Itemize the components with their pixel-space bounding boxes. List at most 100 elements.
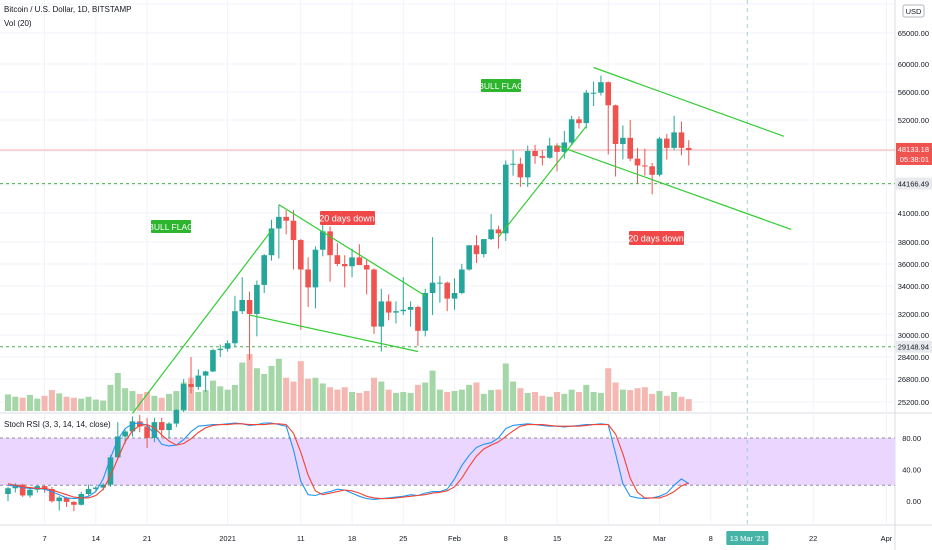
candle-body [451,293,458,299]
volume-bar [275,358,282,411]
volume-bar [451,391,458,411]
volume-bar [641,387,648,411]
candle-body [71,501,77,505]
volume-bar [444,392,451,411]
rsi-band-lines [0,437,895,486]
trendline-flagpole-2 [497,125,587,238]
annotation-bull-flag-1[interactable]: BULL FLAG [148,220,194,233]
price-tick-label: 28400.00 [898,353,929,362]
candle-body [195,375,202,387]
candle-body [473,245,480,255]
candle-body [627,137,633,159]
volume-bar [327,387,334,411]
volume-bar [480,393,487,411]
candle-body [466,245,472,270]
candle-body [510,163,516,165]
candle-body [217,348,224,351]
volume-bar [634,388,641,411]
candle-body [283,216,289,221]
candle-body [612,105,619,145]
candle-body [444,282,450,299]
candle-body [312,249,319,288]
volume-bar [590,392,597,411]
rsi-title[interactable]: Stoch RSI (3, 3, 14, 14, close) [4,420,111,429]
volume-bar [319,383,326,411]
volume-bar [422,382,429,411]
currency-button[interactable]: USD [902,4,925,18]
candle-body [144,426,150,438]
price-tick-label: 65000.00 [898,29,929,38]
volume-bar [246,354,253,411]
annotation-text: BULL FLAG [148,222,194,232]
candle-body [634,158,641,166]
volume-bar [70,397,77,411]
candle-body [224,343,231,349]
volume-bar [568,389,575,411]
symbol-title[interactable]: Bitcoin / U.S. Dollar, 1D, BITSTAMP [4,5,131,14]
volume-bar [649,393,656,411]
volume-bar [283,377,290,411]
time-tick-label: 8 [709,534,713,543]
level-price-box [896,177,932,190]
candle-body [576,119,582,124]
annotation-bull-flag-2[interactable]: BULL FLAG [478,79,524,92]
volume-bar [151,395,158,411]
candle-body [590,92,597,94]
volume-bar [34,398,41,411]
rsi-axis[interactable]: 0.00 40.00 80.00 [902,434,921,506]
candle-body [495,229,502,234]
annotation-20-days-down-2[interactable]: 20 days down [628,231,684,245]
time-tick-label: 11 [297,534,305,543]
volume-bar [495,389,502,411]
volume-bar [436,389,443,411]
candle-body [136,421,143,427]
candle-body [568,119,575,143]
candle-body [56,497,63,502]
candle-body [363,265,370,270]
time-tick-label: Feb [448,534,461,543]
candle-body [298,240,304,270]
volume-bar [612,382,619,411]
time-tick-label: 18 [348,534,356,543]
volume-bar [195,392,202,411]
candle-body [93,487,99,489]
volume-bar [356,392,363,411]
candle-body [232,311,238,344]
annotation-20-days-down-1[interactable]: 20 days down [319,211,375,225]
crosshair-date-box [726,531,769,545]
candle-body [678,132,685,148]
volume-bar [392,392,399,411]
candle-body [327,231,333,256]
candle-body [400,309,407,312]
trendlines[interactable] [131,66,792,414]
volume-bar [678,396,685,411]
time-tick-label: 2021 [219,534,236,543]
volume-bar [166,393,173,411]
candle-body [239,300,246,312]
candle-body [180,384,187,410]
volume-bar [297,361,304,411]
candle-body [415,307,421,331]
volume-bar [63,396,70,411]
volume-bar [466,384,473,411]
current-price-label: 48133.18 [898,145,929,154]
volume-bar [231,384,238,411]
volume-bar [502,363,509,411]
candle-body [517,163,524,178]
volume-bar [224,389,231,411]
candle-body [188,384,194,387]
volume-label[interactable]: Vol (20) [4,19,32,28]
time-axis[interactable]: 7 14 21 2021 11 18 25 Feb 8 15 22 Mar 8 22 Apr 13 Mar '… [43,531,893,545]
time-tick-label: 21 [143,534,151,543]
horizontal-levels[interactable] [0,149,895,348]
volume-bar [546,396,553,411]
volume-bar [532,392,539,411]
candle-body [656,138,663,175]
time-tick-label: 22 [809,534,817,543]
volume-bar [400,392,407,411]
currency-button-box [902,4,925,18]
candle-body [334,255,341,264]
volume-bar [48,390,55,411]
price-tick-label: 32000.00 [898,310,929,319]
level-price-label: 44166.49 [898,180,929,189]
